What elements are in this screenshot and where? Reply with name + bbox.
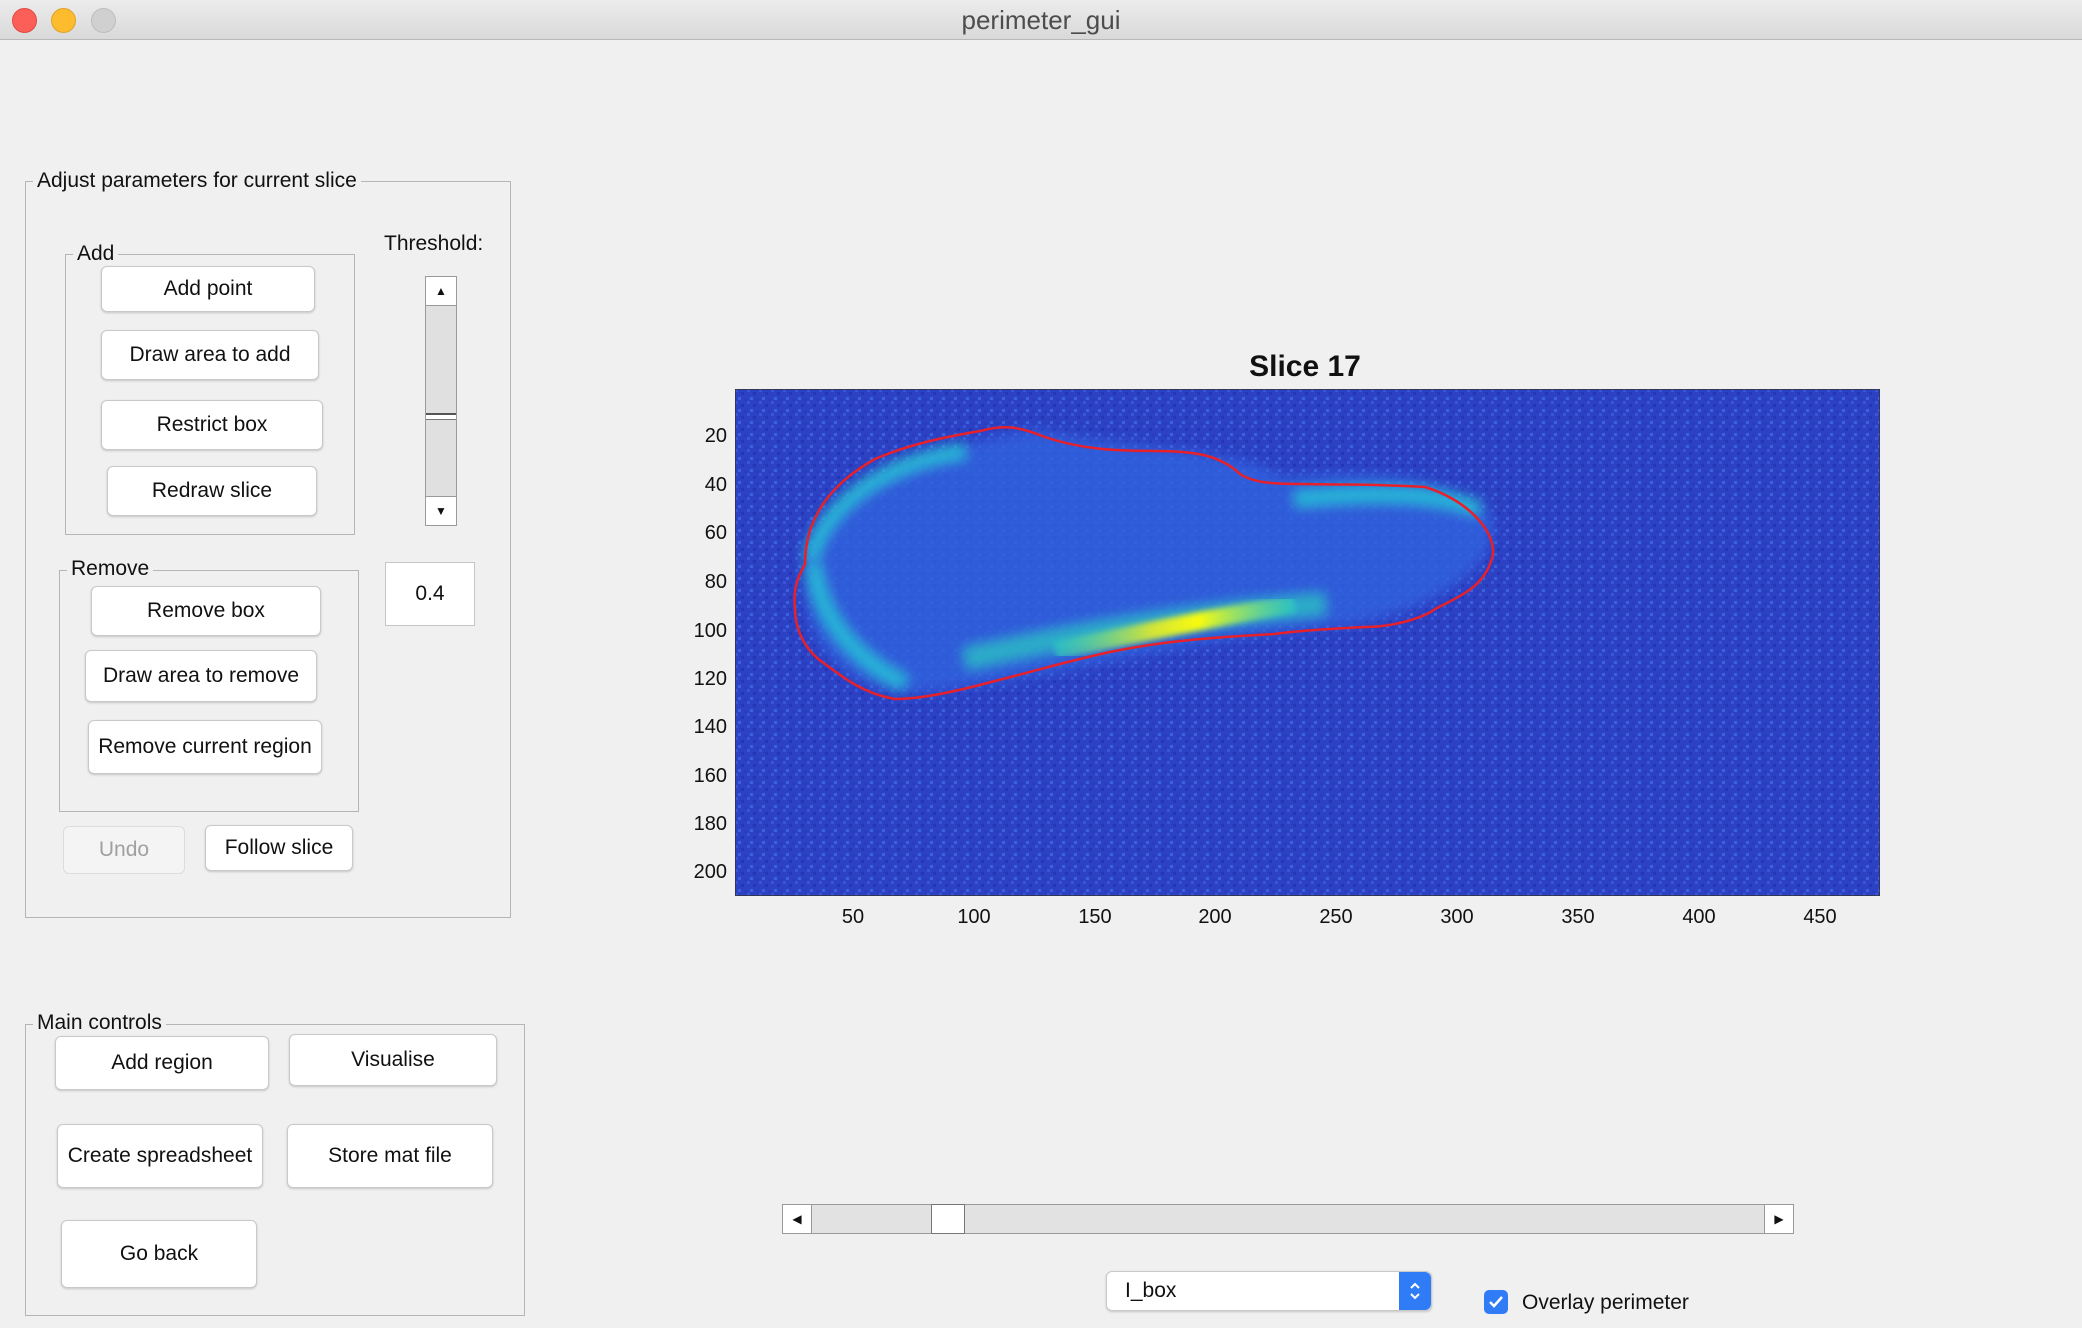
chevron-updown-icon xyxy=(1399,1272,1431,1310)
x-tick: 300 xyxy=(1440,906,1474,928)
follow-slice-button[interactable]: Follow slice xyxy=(205,825,353,871)
y-tick: 120 xyxy=(693,668,727,690)
go-back-button[interactable]: Go back xyxy=(61,1220,257,1288)
remove-group xyxy=(59,570,359,812)
remove-box-button[interactable]: Remove box xyxy=(91,586,321,636)
overlay-perimeter-checkbox[interactable] xyxy=(1484,1290,1508,1314)
x-tick: 150 xyxy=(1078,906,1112,928)
image-select-dropdown[interactable]: I_box xyxy=(1106,1271,1432,1311)
y-tick: 60 xyxy=(704,522,727,544)
threshold-label: Threshold: xyxy=(384,232,484,255)
threshold-slider-thumb[interactable] xyxy=(426,413,456,420)
visualise-button[interactable]: Visualise xyxy=(289,1034,497,1086)
bright-band xyxy=(1053,595,1297,660)
undo-button[interactable]: Undo xyxy=(63,826,185,874)
add-region-button[interactable]: Add region xyxy=(55,1036,269,1090)
main-controls-title: Main controls xyxy=(33,1011,166,1035)
arrow-right-icon[interactable]: ▶ xyxy=(1764,1205,1793,1233)
overlay-perimeter-label: Overlay perimeter xyxy=(1522,1291,1689,1314)
arrow-left-icon[interactable]: ◀ xyxy=(783,1205,812,1233)
y-tick: 200 xyxy=(693,861,727,883)
plot-title: Slice 17 xyxy=(1249,350,1361,383)
remove-current-region-button[interactable]: Remove current region xyxy=(88,720,322,774)
y-tick: 160 xyxy=(693,765,727,787)
check-icon xyxy=(1489,1296,1503,1308)
x-tick: 200 xyxy=(1198,906,1232,928)
x-tick: 250 xyxy=(1319,906,1353,928)
close-window-button[interactable] xyxy=(12,8,37,33)
draw-area-to-remove-button[interactable]: Draw area to remove xyxy=(85,650,317,702)
slice-slider-thumb[interactable] xyxy=(931,1204,966,1234)
arrow-up-icon[interactable]: ▲ xyxy=(426,277,456,306)
y-tick: 140 xyxy=(693,716,727,738)
dropdown-selected-value: I_box xyxy=(1125,1279,1177,1302)
arrow-down-icon[interactable]: ▼ xyxy=(426,496,456,525)
x-tick: 450 xyxy=(1803,906,1837,928)
y-tick: 40 xyxy=(704,474,727,496)
y-tick: 80 xyxy=(704,571,727,593)
restrict-box-button[interactable]: Restrict box xyxy=(101,400,323,450)
y-tick: 180 xyxy=(693,813,727,835)
threshold-slider[interactable]: ▲ ▼ xyxy=(425,276,457,526)
x-tick: 50 xyxy=(841,906,865,928)
window-title: perimeter_gui xyxy=(961,5,1121,35)
y-tick: 100 xyxy=(693,620,727,642)
main-controls-panel xyxy=(25,1024,525,1316)
minimize-window-button[interactable] xyxy=(51,8,76,33)
add-point-button[interactable]: Add point xyxy=(101,266,315,312)
remove-group-title: Remove xyxy=(67,557,154,581)
perimeter-overlay xyxy=(793,425,1495,701)
threshold-value-field[interactable]: 0.4 xyxy=(385,562,475,626)
add-group-title: Add xyxy=(73,242,119,266)
adjust-parameters-title: Adjust parameters for current slice xyxy=(33,169,361,193)
create-spreadsheet-button[interactable]: Create spreadsheet xyxy=(57,1124,263,1188)
store-mat-file-button[interactable]: Store mat file xyxy=(287,1124,493,1188)
x-tick: 100 xyxy=(957,906,991,928)
x-tick: 400 xyxy=(1682,906,1716,928)
y-tick: 20 xyxy=(704,425,727,447)
draw-area-to-add-button[interactable]: Draw area to add xyxy=(101,330,319,380)
slice-image-axes xyxy=(735,389,1880,896)
window-titlebar: perimeter_gui xyxy=(0,0,2082,40)
add-group xyxy=(65,254,355,535)
redraw-slice-button[interactable]: Redraw slice xyxy=(107,466,317,516)
slice-slider[interactable]: ◀ ▶ xyxy=(782,1204,1794,1234)
x-tick: 350 xyxy=(1561,906,1595,928)
zoom-window-button[interactable] xyxy=(91,8,116,33)
